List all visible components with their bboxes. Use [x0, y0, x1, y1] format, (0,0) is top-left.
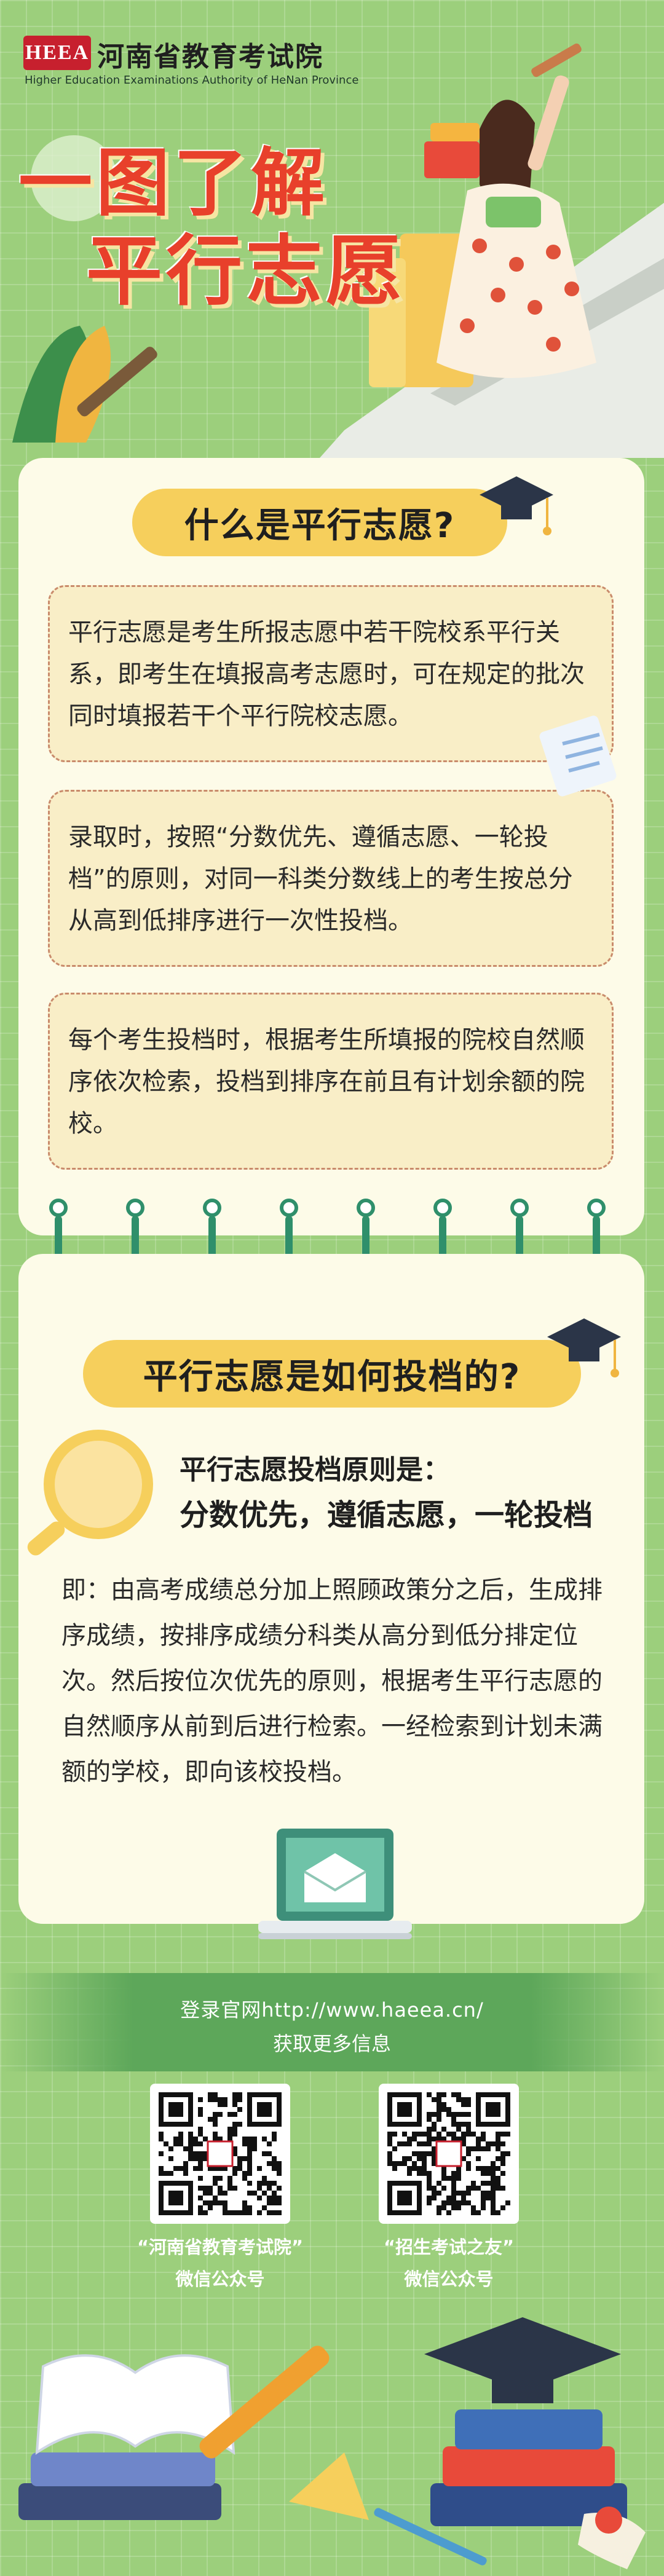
qr2-caption: “招生考试之友” 微信公众号 [344, 2231, 553, 2295]
book-middle [31, 2452, 215, 2486]
scroll-shape [578, 2513, 646, 2569]
qr2-caption-type: 微信公众号 [404, 2269, 494, 2290]
graduation-cap-icon [480, 476, 553, 535]
grad-cap-shape [424, 2317, 621, 2391]
org-name-cn: 河南省教育考试院 [97, 41, 323, 73]
character-hair [480, 100, 535, 210]
open-book [35, 2354, 235, 2455]
triangle-ruler [289, 2452, 369, 2520]
paper-icon [539, 715, 617, 797]
more-info-text: 获取更多信息 [272, 2032, 391, 2055]
character-top [486, 197, 541, 227]
section2-body: 即：由高考成绩总分加上照顾政策分之后，生成排序成绩，按排序成绩分科类从高分到低分… [61, 1576, 603, 1786]
book-bottom [18, 2483, 221, 2520]
heea-logo: HEEA [23, 36, 91, 70]
footer-illustration [18, 2317, 646, 2569]
graduation-cap-icon-2 [547, 1318, 621, 1377]
character-arm [528, 75, 569, 171]
section1-title: 什么是平行志愿? [132, 489, 507, 556]
qr1-caption: “河南省教育考试院” 微信公众号 [116, 2231, 325, 2295]
books-held-shape [424, 141, 480, 178]
org-name-en: Higher Education Examinations Authority … [25, 74, 359, 87]
website-link[interactable]: 登录官网http://www.haeea.cn/ [180, 1998, 484, 2022]
pencil-shape [531, 43, 582, 77]
main-title-line2: 平行志愿 [86, 227, 406, 316]
principle-text: 分数优先，遵循志愿，一轮投档 [180, 1498, 593, 1532]
qr1-caption-type: 微信公众号 [175, 2269, 265, 2290]
qr2-caption-name: “招生考试之友” [383, 2237, 515, 2258]
book-stack-top [455, 2409, 603, 2449]
definition-box: 平行志愿是考生所报志愿中若干院校系平行关系，即考生在填报高考志愿时，可在规定的批… [48, 585, 614, 762]
laptop-mail-icon [258, 1829, 412, 1939]
section2-title: 平行志愿是如何投档的? [83, 1340, 581, 1408]
qr-code-friend [379, 2084, 519, 2224]
books-held-top [430, 123, 480, 141]
book-stack-bottom [430, 2483, 627, 2526]
pen-shape [374, 2508, 487, 2566]
footer-band [0, 1973, 664, 2071]
leaf-shape-2 [55, 326, 111, 443]
circle-deco [31, 135, 117, 221]
character-dress [437, 183, 596, 378]
qr1-caption-name: “河南省教育考试院” [136, 2237, 304, 2258]
magnifier-icon [27, 1430, 153, 1556]
seal-shape [595, 2507, 622, 2534]
principle-label: 平行志愿投档原则是： [180, 1454, 450, 1486]
qr-code-heea [150, 2084, 290, 2224]
pencil-shape-2 [77, 347, 157, 417]
admission-rule-box: 录取时，按照“分数优先、遵循志愿、一轮投档”的原则，对同一科类分数线上的考生按总… [48, 790, 614, 967]
compass-leg [199, 2346, 330, 2459]
retrieval-box: 每个考生投档时，根据考生所填报的院校自然顺序依次检索，投档到排序在前且有计划余额… [48, 993, 614, 1170]
main-title-line1: 一图了解 [18, 141, 328, 226]
book-shape [369, 258, 406, 387]
book-stack-middle [443, 2446, 615, 2486]
header-illustration [12, 43, 664, 458]
